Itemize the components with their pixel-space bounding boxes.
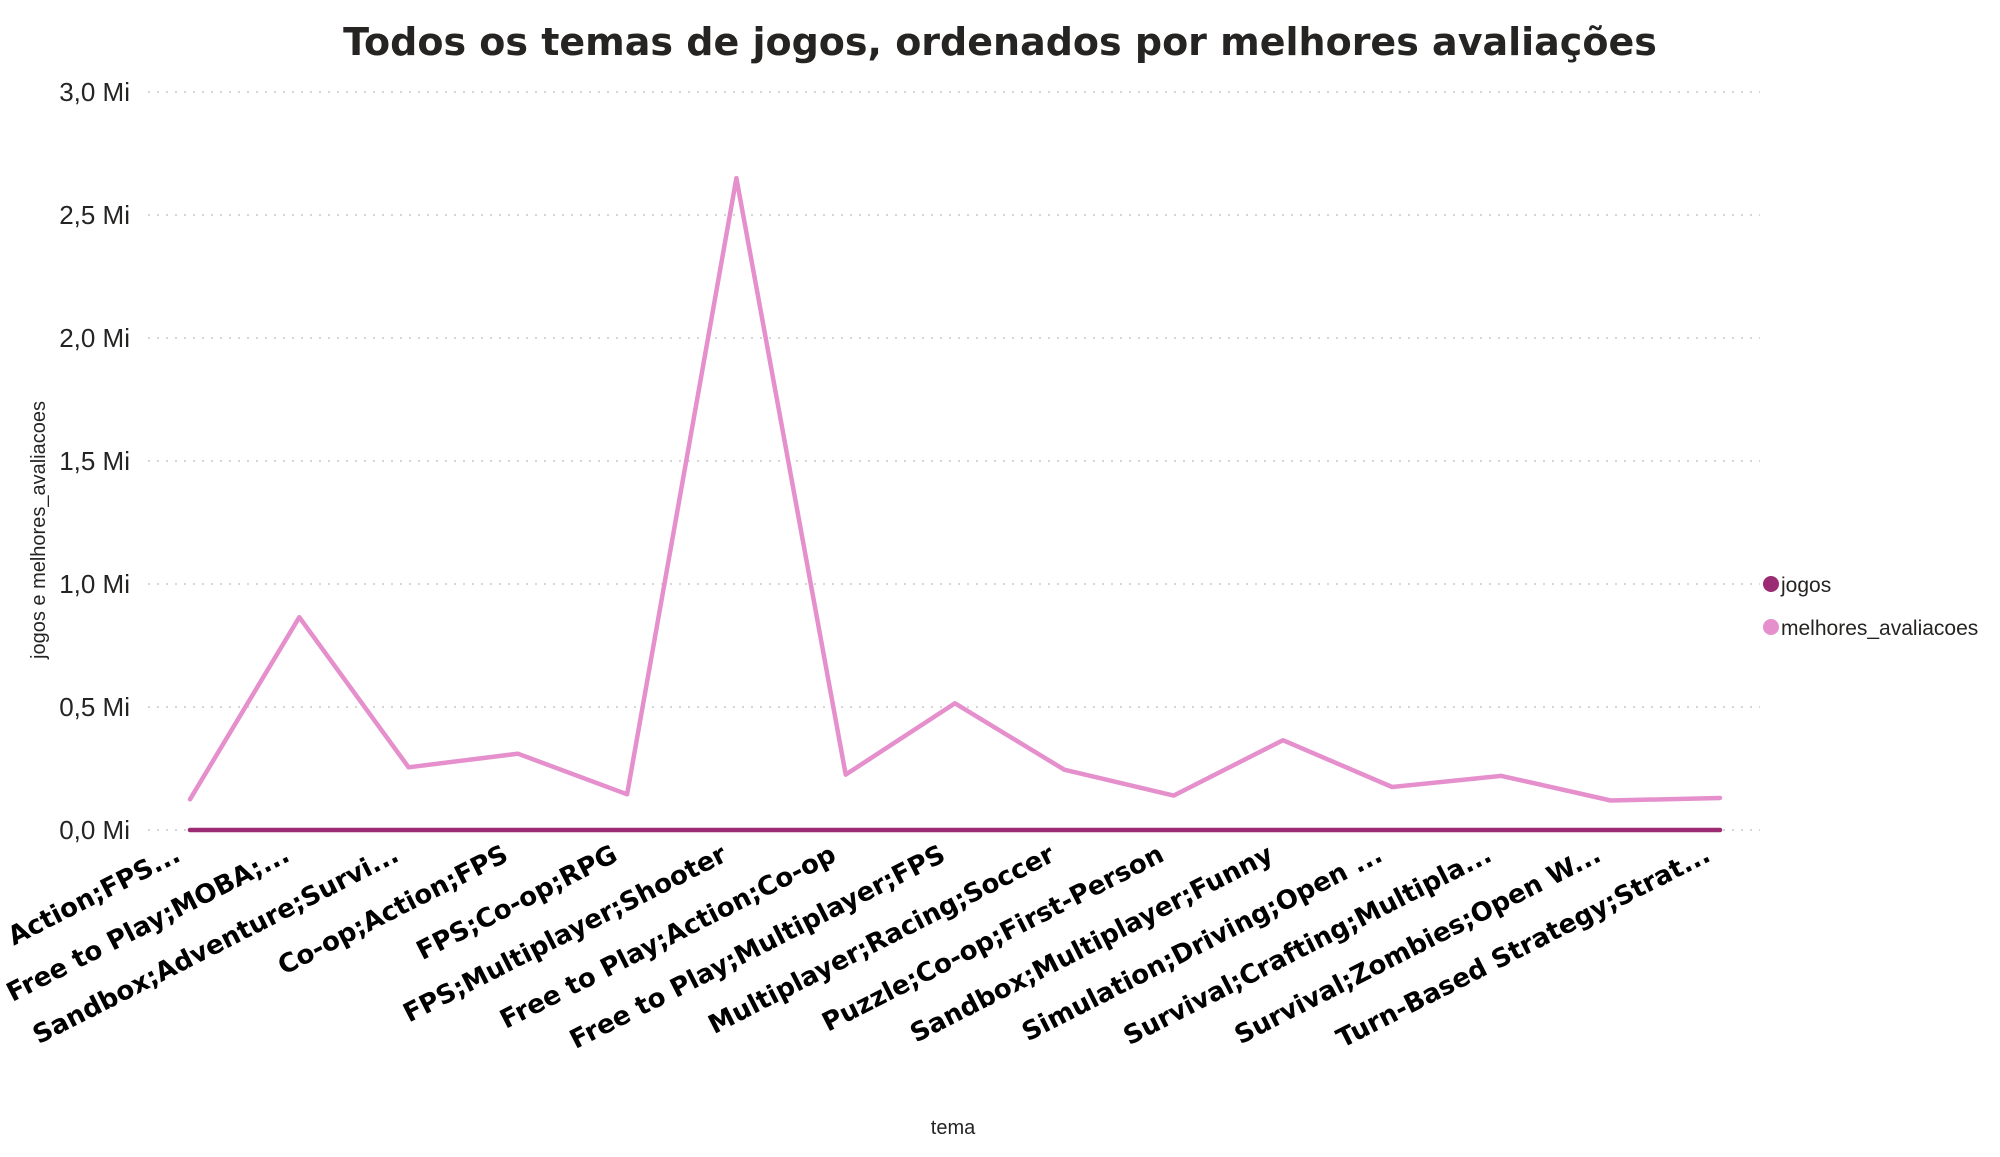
y-tick-label: 2,0 Mi: [59, 323, 130, 353]
legend-label: melhores_avaliacoes: [1781, 617, 1978, 640]
legend-marker-jogos: [1763, 576, 1779, 592]
gridlines: [148, 91, 1760, 831]
x-axis-ticks: Action;FPS...Free to Play;MOBA;...Sandbo…: [2, 839, 1715, 1055]
y-tick-label: 1,5 Mi: [59, 446, 130, 476]
y-tick-label: 3,0 Mi: [59, 77, 130, 107]
legend: jogos melhores_avaliacoes: [1763, 574, 1978, 640]
x-axis-label: tema: [931, 1117, 976, 1139]
y-axis-label: jogos e melhores_avaliacoes: [28, 401, 50, 660]
legend-label: jogos: [1780, 574, 1831, 597]
legend-marker-melhores_avaliacoes: [1763, 619, 1779, 635]
series-lines: [187, 175, 1723, 833]
chart-title: Todos os temas de jogos, ordenados por m…: [343, 20, 1657, 64]
y-tick-label: 2,5 Mi: [59, 200, 130, 230]
y-tick-label: 0,5 Mi: [59, 692, 130, 722]
y-axis-ticks: 0,0 Mi 0,5 Mi 1,0 Mi 1,5 Mi 2,0 Mi 2,5 Mi 3,0 …: [59, 77, 130, 845]
y-tick-label: 0,0 Mi: [59, 815, 130, 845]
y-tick-label: 1,0 Mi: [59, 569, 130, 599]
